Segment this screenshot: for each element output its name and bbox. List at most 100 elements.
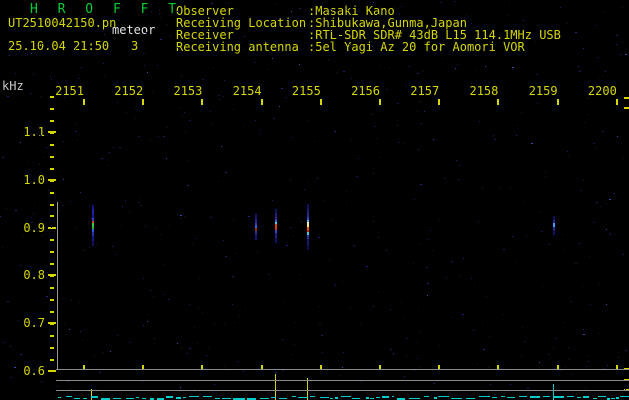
noise-dot	[419, 101, 420, 102]
noise-dot	[473, 330, 475, 331]
noise-dot	[31, 222, 33, 223]
noise-dot	[510, 384, 511, 385]
noise-dot	[523, 201, 524, 202]
noise-dot	[522, 327, 523, 328]
noise-dot	[224, 366, 225, 367]
noise-dot	[509, 1, 510, 2]
noise-trace-dash	[392, 396, 394, 397]
noise-dot	[610, 234, 612, 235]
noise-dot	[59, 210, 60, 211]
freq-minor-tick	[50, 108, 54, 110]
noise-dot	[102, 31, 103, 32]
noise-dot	[579, 71, 581, 72]
meteor-echo-segment	[255, 214, 257, 219]
noise-dot	[625, 389, 626, 390]
noise-dot	[225, 2, 226, 3]
noise-dot	[9, 55, 10, 56]
noise-dot	[599, 284, 600, 285]
noise-trace-dash	[583, 396, 589, 398]
noise-dot	[451, 261, 453, 262]
noise-dot	[393, 354, 394, 355]
time-tick-bottom	[379, 365, 381, 369]
info-value: :RTL-SDR SDR# 43dB L15 114.1MHz USB	[308, 28, 561, 42]
noise-dot	[70, 389, 71, 390]
noise-dot	[304, 189, 305, 190]
noise-dot	[218, 181, 219, 182]
noise-dot	[343, 71, 345, 72]
noise-dot	[143, 325, 144, 326]
noise-dot	[596, 148, 597, 149]
noise-dot	[68, 381, 69, 382]
noise-dot	[193, 9, 194, 10]
noise-dot	[614, 234, 615, 235]
noise-dot	[26, 136, 27, 137]
noise-dot	[62, 205, 64, 206]
meteor-echo-segment	[307, 220, 309, 222]
noise-dot	[29, 319, 30, 320]
noise-dot	[202, 312, 203, 313]
noise-dot	[117, 102, 118, 103]
noise-dot	[421, 123, 422, 124]
noise-spike	[553, 384, 554, 400]
noise-dot	[404, 143, 405, 144]
noise-dot	[417, 111, 418, 112]
noise-dot	[31, 53, 32, 54]
noise-dot	[69, 329, 70, 330]
freq-minor-tick	[50, 287, 54, 289]
noise-dot	[350, 308, 351, 309]
time-tick	[497, 99, 500, 105]
noise-dot	[281, 88, 283, 89]
noise-dot	[192, 243, 193, 244]
noise-dot	[427, 239, 428, 240]
noise-dot	[305, 11, 306, 12]
noise-dot	[417, 358, 418, 359]
noise-dot	[244, 49, 245, 50]
noise-dot	[142, 381, 143, 382]
meteor-echo-segment	[275, 233, 277, 238]
noise-dot	[329, 260, 330, 261]
noise-dot	[62, 298, 63, 299]
meteor-echo-segment	[307, 213, 309, 217]
meteor-echo-segment	[307, 204, 309, 209]
noise-dot	[378, 237, 379, 238]
meteor-echo-segment	[275, 230, 277, 233]
noise-dot	[605, 71, 606, 72]
noise-dot	[531, 143, 533, 144]
meteor-echo-segment	[553, 230, 555, 235]
noise-dot	[414, 370, 415, 371]
noise-dot	[456, 160, 457, 161]
noise-trace-dash	[58, 397, 61, 398]
noise-dot	[567, 23, 568, 24]
noise-trace-dash	[74, 398, 80, 399]
noise-dot	[46, 147, 47, 148]
noise-dot	[568, 156, 569, 157]
noise-dot	[424, 111, 425, 112]
noise-dot	[151, 11, 152, 12]
noise-dot	[159, 10, 160, 11]
noise-dot	[451, 317, 452, 318]
noise-dot	[80, 331, 81, 332]
noise-dot	[187, 353, 188, 354]
noise-dot	[286, 245, 288, 246]
detection-spike	[275, 374, 276, 400]
noise-dot	[489, 336, 490, 337]
noise-dot	[286, 20, 287, 21]
noise-dot	[91, 218, 92, 219]
noise-dot	[184, 112, 185, 113]
time-tick-label: 2155	[291, 84, 321, 98]
freq-minor-tick	[50, 359, 54, 361]
noise-dot	[474, 286, 475, 287]
noise-dot	[109, 152, 110, 153]
noise-dot	[178, 214, 179, 215]
noise-dot	[20, 265, 21, 266]
noise-trace-dash	[507, 397, 515, 398]
noise-dot	[33, 213, 34, 214]
noise-dot	[535, 41, 536, 42]
noise-dot	[490, 384, 491, 385]
noise-dot	[517, 125, 518, 126]
meteor-echo-segment	[307, 230, 309, 232]
noise-dot	[138, 136, 140, 137]
noise-dot	[20, 20, 22, 21]
noise-dot	[314, 141, 315, 142]
